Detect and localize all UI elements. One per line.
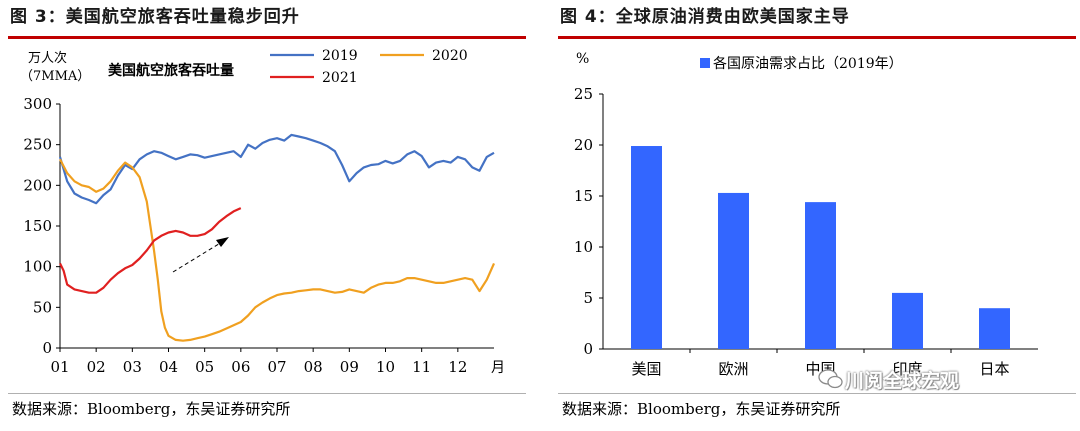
series-line-2019	[58, 133, 495, 205]
bar-美国	[631, 146, 662, 349]
bar-y-tick-label: 5	[583, 289, 593, 307]
series-line-2020	[59, 158, 496, 342]
bar-y-tick-label: 15	[574, 187, 593, 205]
y-axis-label-line2: （7MMA）	[20, 69, 90, 84]
line-legend: 2019 2020 2021	[270, 48, 468, 86]
left-title-bar: 图 3：美国航空旅客吞吐量稳步回升	[8, 4, 530, 39]
x-tick-label: 08	[304, 358, 323, 376]
y-tick-label: 300	[23, 95, 52, 113]
bar-y-tick-label: 10	[574, 238, 593, 256]
legend-label-2019: 2019	[322, 48, 358, 64]
x-tick-label: 09	[340, 358, 359, 376]
y-tick-label: 250	[23, 136, 52, 154]
x-tick-label: 07	[267, 358, 286, 376]
x-unit-label: 月	[491, 360, 505, 376]
bar-y-tick-label: 0	[583, 340, 593, 358]
x-tick-label: 02	[87, 358, 106, 376]
y-tick-label: 150	[23, 217, 52, 235]
bar-中国	[805, 202, 836, 349]
bar-legend-label: 各国原油需求占比（2019年）	[713, 56, 903, 72]
right-chart-panel: 图 4：全球原油消费由欧美国家主导 % 0 5 10 15 20 25 美国 欧洲 中国 印度 日本…	[550, 0, 1080, 431]
bar-x-tick-label: 印度	[892, 360, 922, 378]
bar-y-tick-label: 25	[574, 85, 593, 103]
x-tick-label: 01	[50, 358, 69, 376]
right-chart-title: 图 4：全球原油消费由欧美国家主导	[560, 7, 850, 27]
right-source: 数据来源：Bloomberg，东吴证券研究所	[562, 400, 841, 418]
legend-title: 美国航空旅客吞吐量	[108, 62, 234, 79]
bar-x-tick-label: 欧洲	[718, 360, 748, 378]
y-tick-label: 100	[23, 258, 52, 276]
left-title-rule	[8, 36, 526, 39]
watermark: 川阅全球宏观	[845, 370, 960, 392]
left-source-rule	[8, 393, 526, 394]
right-source-rule	[558, 393, 1076, 394]
bar-y-axis-label: %	[576, 51, 589, 67]
bar-x-tick-label: 美国	[631, 360, 661, 378]
bar-legend: 各国原油需求占比（2019年）	[700, 56, 903, 72]
series-line-2021	[59, 207, 242, 294]
legend-label-2020: 2020	[432, 48, 468, 64]
bar-legend-swatch	[700, 58, 710, 68]
x-tick-label: 11	[412, 358, 431, 376]
y-tick-label: 50	[33, 298, 52, 316]
right-title-rule	[558, 36, 1076, 39]
trend-arrow	[172, 237, 229, 273]
line-axes: 0 50 100 150 200 250 300 01 02 03 04 05 06 07 08 09 10 11…	[23, 95, 505, 376]
y-tick-label: 200	[23, 176, 52, 194]
x-tick-label: 05	[195, 358, 214, 376]
line-series-group	[58, 133, 496, 342]
bar-x-tick-label: 日本	[979, 360, 1009, 378]
y-tick-label: 0	[42, 339, 52, 357]
line-chart: 万人次 （7MMA） 美国航空旅客吞吐量 0501001502002503000…	[20, 48, 505, 376]
wechat-icon	[818, 369, 843, 389]
bar-欧洲	[718, 192, 749, 349]
y-axis-label-line1: 万人次	[28, 50, 67, 66]
left-source: 数据来源：Bloomberg，东吴证券研究所	[12, 400, 291, 418]
legend-label-2021: 2021	[322, 70, 358, 86]
x-tick-label: 06	[231, 358, 250, 376]
x-tick-label: 03	[123, 358, 142, 376]
bar-y-tick-label: 20	[574, 136, 593, 154]
left-chart-title: 图 3：美国航空旅客吞吐量稳步回升	[10, 7, 300, 27]
x-tick-label: 12	[448, 358, 467, 376]
x-tick-label: 04	[159, 358, 178, 376]
bar-日本	[979, 308, 1010, 349]
left-chart-panel: 图 3：美国航空旅客吞吐量稳步回升 万人次 （7MMA） 美国航空旅客吞吐量 0…	[0, 0, 530, 431]
bar-印度	[892, 292, 923, 349]
bar-marks	[631, 146, 1010, 349]
x-tick-label: 10	[376, 358, 395, 376]
right-title-bar: 图 4：全球原油消费由欧美国家主导	[558, 4, 1080, 39]
